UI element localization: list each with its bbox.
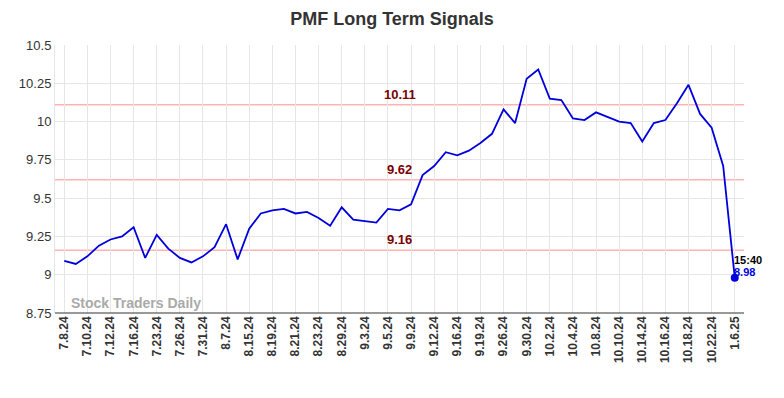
svg-text:10.16.24: 10.16.24 xyxy=(658,316,672,363)
svg-text:9.16: 9.16 xyxy=(387,232,412,247)
svg-text:10.22.24: 10.22.24 xyxy=(705,316,719,363)
svg-text:8.29.24: 8.29.24 xyxy=(335,316,349,356)
svg-text:8.75: 8.75 xyxy=(26,306,51,321)
svg-text:8.23.24: 8.23.24 xyxy=(311,316,325,356)
svg-text:10.5: 10.5 xyxy=(26,38,51,53)
svg-text:15:40: 15:40 xyxy=(734,254,762,266)
svg-text:8.7.24: 8.7.24 xyxy=(219,316,233,350)
svg-text:7.10.24: 7.10.24 xyxy=(80,316,94,356)
svg-text:10: 10 xyxy=(37,114,51,129)
svg-text:9.12.24: 9.12.24 xyxy=(427,316,441,356)
svg-text:9.26.24: 9.26.24 xyxy=(496,316,510,356)
svg-text:Stock Traders Daily: Stock Traders Daily xyxy=(71,295,201,311)
svg-text:9.19.24: 9.19.24 xyxy=(473,316,487,356)
svg-text:7.23.24: 7.23.24 xyxy=(150,316,164,356)
svg-text:10.11: 10.11 xyxy=(384,87,416,102)
svg-text:8.21.24: 8.21.24 xyxy=(288,316,302,356)
svg-text:10.18.24: 10.18.24 xyxy=(681,316,695,363)
svg-text:10.8.24: 10.8.24 xyxy=(589,316,603,356)
svg-text:1.6.25: 1.6.25 xyxy=(728,316,742,350)
svg-text:8.98: 8.98 xyxy=(734,266,755,278)
svg-text:9.16.24: 9.16.24 xyxy=(450,316,464,356)
svg-text:8.19.24: 8.19.24 xyxy=(265,316,279,356)
svg-text:10.25: 10.25 xyxy=(19,76,52,91)
svg-text:9.75: 9.75 xyxy=(26,152,51,167)
svg-text:7.31.24: 7.31.24 xyxy=(196,316,210,356)
svg-text:7.16.24: 7.16.24 xyxy=(127,316,141,356)
svg-text:7.26.24: 7.26.24 xyxy=(173,316,187,356)
svg-text:10.10.24: 10.10.24 xyxy=(612,316,626,363)
svg-text:9.30.24: 9.30.24 xyxy=(520,316,534,356)
svg-text:10.4.24: 10.4.24 xyxy=(566,316,580,356)
svg-text:10.2.24: 10.2.24 xyxy=(543,316,557,356)
svg-text:9.62: 9.62 xyxy=(387,162,412,177)
svg-text:9.25: 9.25 xyxy=(26,229,51,244)
svg-text:9.5: 9.5 xyxy=(33,191,51,206)
svg-text:7.12.24: 7.12.24 xyxy=(103,316,117,356)
svg-text:9.9.24: 9.9.24 xyxy=(404,316,418,350)
svg-text:9.3.24: 9.3.24 xyxy=(358,316,372,350)
svg-text:10.14.24: 10.14.24 xyxy=(635,316,649,363)
svg-text:9.5.24: 9.5.24 xyxy=(381,316,395,350)
svg-text:8.15.24: 8.15.24 xyxy=(242,316,256,356)
svg-text:7.8.24: 7.8.24 xyxy=(57,316,71,350)
svg-text:9: 9 xyxy=(44,267,51,282)
svg-text:PMF Long Term Signals: PMF Long Term Signals xyxy=(290,9,494,29)
